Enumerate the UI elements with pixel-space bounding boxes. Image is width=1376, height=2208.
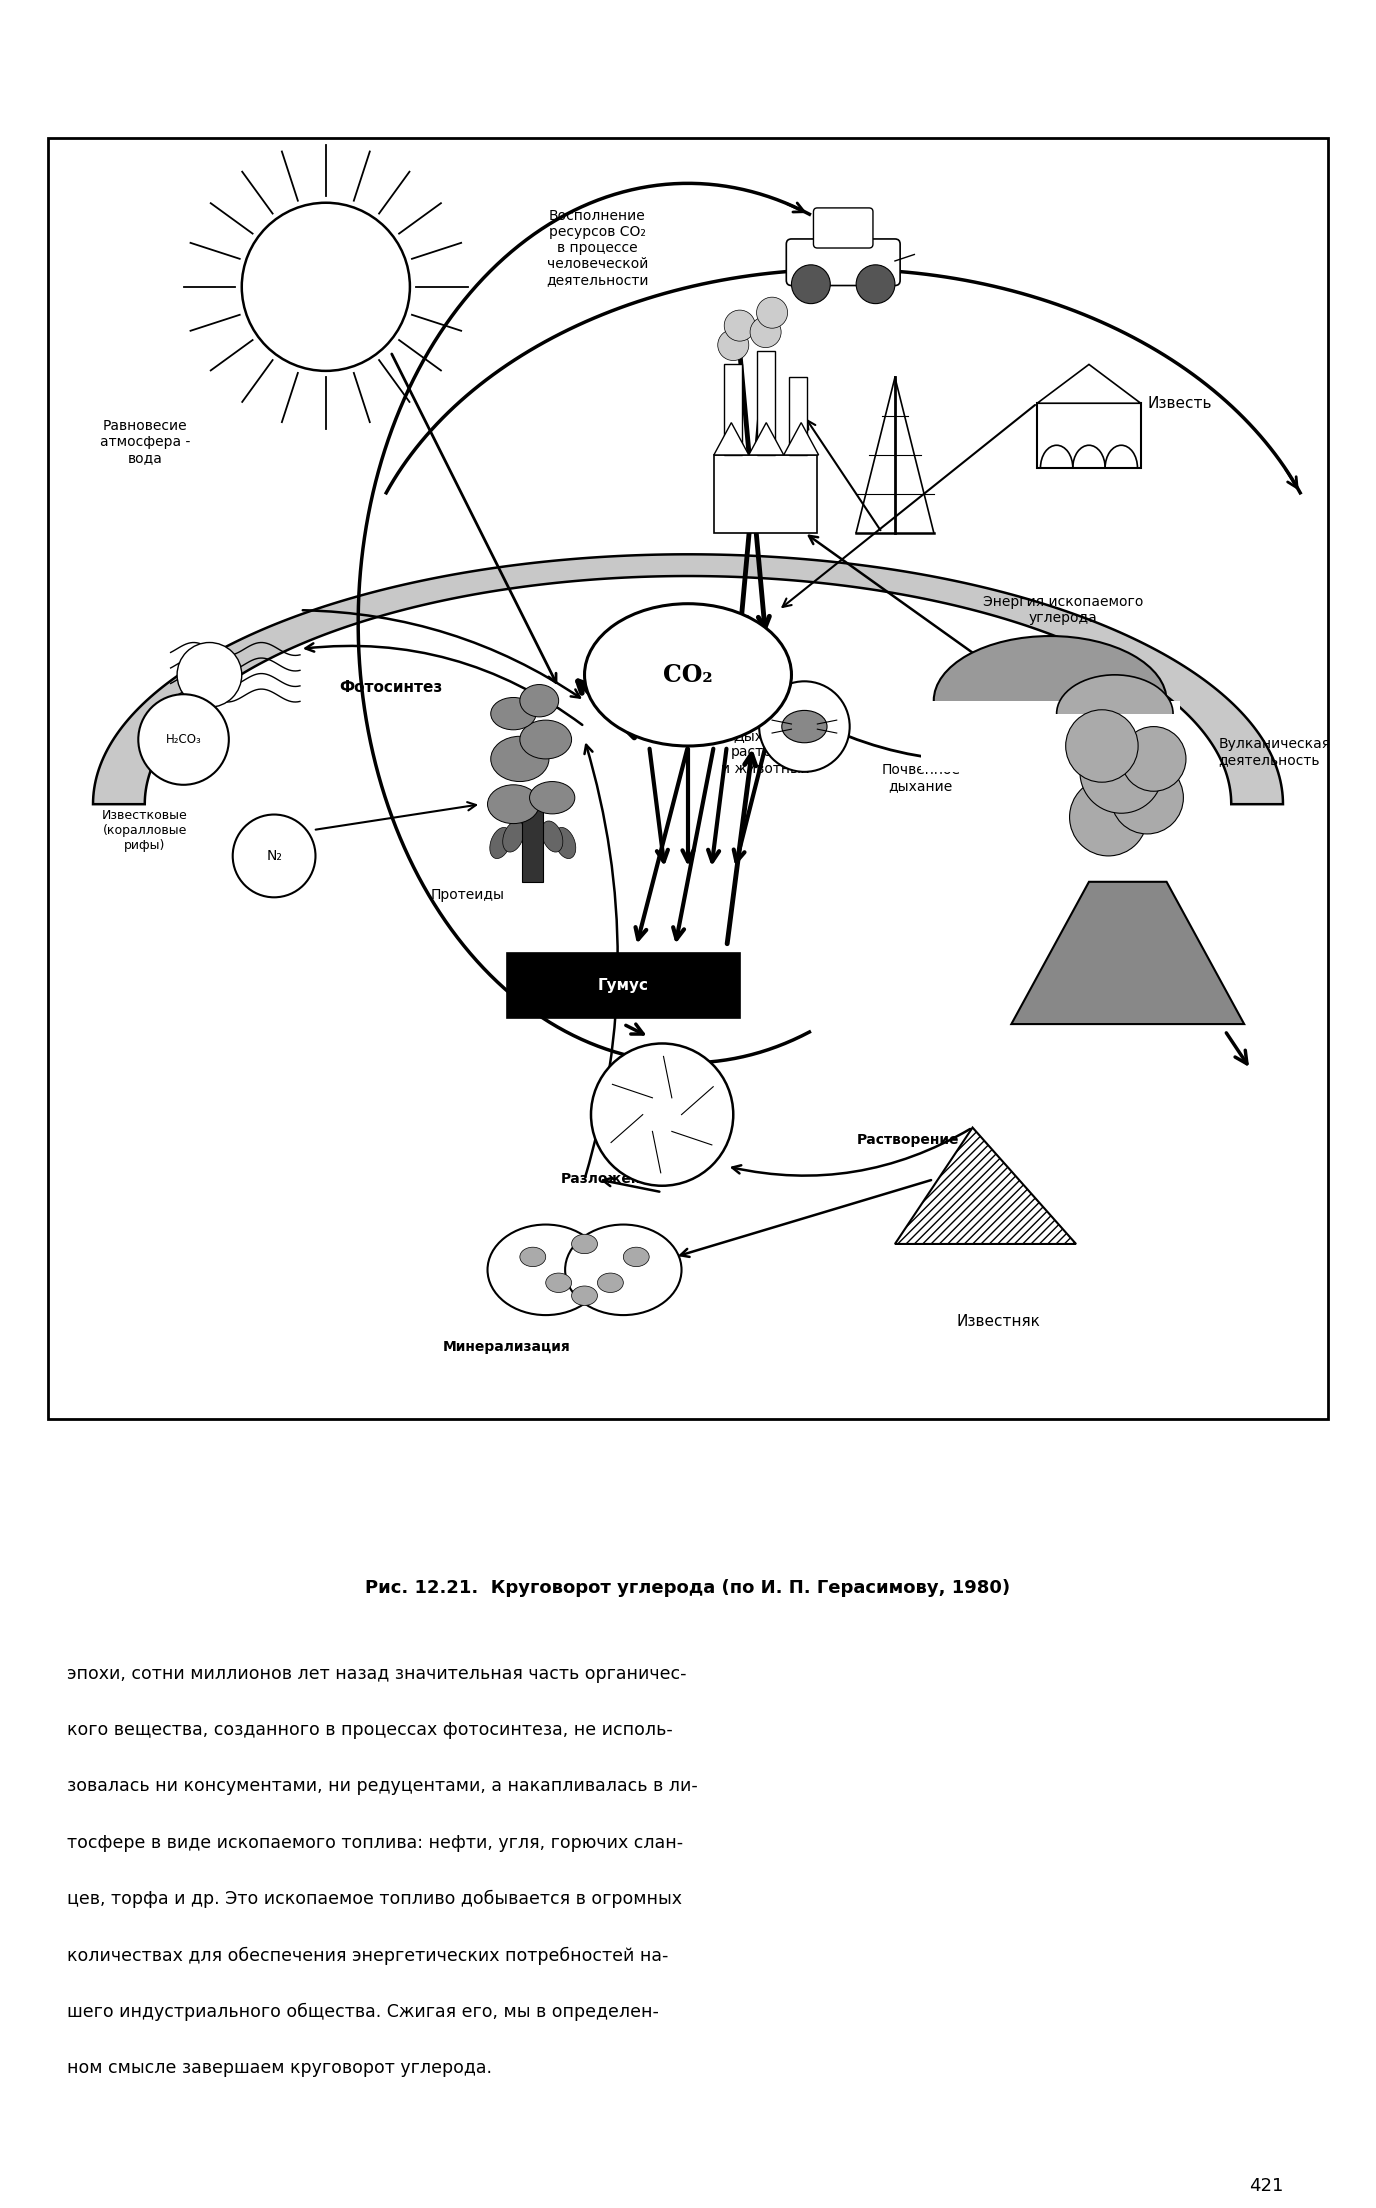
Circle shape: [856, 265, 894, 305]
Circle shape: [592, 1044, 733, 1186]
Ellipse shape: [597, 1274, 623, 1292]
Text: Энергия ископаемого
углерода: Энергия ископаемого углерода: [982, 596, 1143, 625]
Text: Разложение: Разложение: [560, 1172, 660, 1186]
Text: шего индустриального общества. Сжигая его, мы в определен-: шего индустриального общества. Сжигая ег…: [67, 2003, 659, 2020]
Text: Фотосинтез: Фотосинтез: [338, 680, 442, 696]
Polygon shape: [749, 422, 784, 455]
Bar: [714, 455, 817, 532]
Ellipse shape: [530, 782, 575, 815]
Circle shape: [757, 298, 787, 329]
Text: Равновесие
атмосфера -
вода: Равновесие атмосфера - вода: [99, 420, 190, 466]
Ellipse shape: [555, 828, 575, 859]
Circle shape: [178, 643, 242, 707]
Circle shape: [1110, 762, 1183, 835]
Ellipse shape: [782, 711, 827, 742]
Text: зовалась ни консументами, ни редуцентами, а накапливалась в ли-: зовалась ни консументами, ни редуцентами…: [67, 1777, 698, 1795]
Circle shape: [750, 316, 782, 347]
Text: Дыхание
растений
и животных: Дыхание растений и животных: [721, 729, 809, 775]
Text: ном смысле завершаем круговорот углерода.: ном смысле завершаем круговорот углерода…: [67, 2058, 493, 2078]
Text: кого вещества, созданного в процессах фотосинтеза, не исполь-: кого вещества, созданного в процессах фо…: [67, 1722, 673, 1740]
FancyBboxPatch shape: [786, 238, 900, 285]
Circle shape: [718, 329, 749, 360]
Text: 421: 421: [1248, 2177, 1282, 2195]
Text: тосфере в виде ископаемого топлива: нефти, угля, горючих слан-: тосфере в виде ископаемого топлива: нефт…: [67, 1833, 684, 1853]
Bar: [788, 378, 806, 455]
FancyBboxPatch shape: [813, 208, 872, 247]
Circle shape: [1080, 731, 1163, 813]
Bar: [921, 700, 1179, 773]
Text: Гумус: Гумус: [597, 978, 649, 994]
Ellipse shape: [934, 636, 1167, 766]
Circle shape: [760, 682, 849, 773]
Ellipse shape: [571, 1234, 597, 1254]
Ellipse shape: [623, 1248, 649, 1267]
Ellipse shape: [502, 821, 524, 852]
Text: Рис. 12.21.  Круговорот углерода (по И. П. Герасимову, 1980): Рис. 12.21. Круговорот углерода (по И. П…: [366, 1579, 1010, 1596]
Bar: [724, 364, 742, 455]
Bar: [523, 804, 544, 881]
Ellipse shape: [520, 720, 571, 760]
Text: CO₂: CO₂: [663, 662, 713, 687]
Ellipse shape: [585, 603, 791, 746]
Ellipse shape: [542, 821, 563, 852]
Text: Известковые
(коралловые
рифы): Известковые (коралловые рифы): [102, 808, 187, 852]
Ellipse shape: [546, 1274, 571, 1292]
Bar: [757, 351, 775, 455]
Text: цев, торфа и др. Это ископаемое топливо добывается в огромных: цев, торфа и др. Это ископаемое топливо …: [67, 1890, 682, 1908]
Ellipse shape: [491, 698, 537, 731]
Polygon shape: [714, 422, 749, 455]
Text: Известняк: Известняк: [956, 1314, 1040, 1329]
Text: эпохи, сотни миллионов лет назад значительная часть органичес-: эпохи, сотни миллионов лет назад значите…: [67, 1665, 687, 1682]
Circle shape: [791, 265, 830, 305]
Text: Минерализация: Минерализация: [443, 1340, 571, 1354]
Ellipse shape: [571, 1285, 597, 1305]
Text: Растворение: Растворение: [857, 1133, 959, 1148]
Polygon shape: [94, 554, 1282, 804]
Circle shape: [1065, 709, 1138, 782]
Ellipse shape: [491, 735, 549, 782]
Circle shape: [138, 693, 228, 784]
Circle shape: [1069, 777, 1148, 857]
Circle shape: [233, 815, 315, 896]
Circle shape: [1121, 726, 1186, 790]
Circle shape: [724, 309, 755, 342]
Ellipse shape: [520, 684, 559, 718]
Bar: [1038, 404, 1141, 468]
Text: Почвенное
дыхание: Почвенное дыхание: [881, 764, 960, 793]
Text: Восполнение
ресурсов CO₂
в процессе
человеческой
деятельности: Восполнение ресурсов CO₂ в процессе чело…: [546, 208, 648, 287]
Text: Известь: Известь: [1148, 395, 1212, 411]
Ellipse shape: [490, 828, 510, 859]
Text: количествах для обеспечения энергетических потребностей на-: количествах для обеспечения энергетическ…: [67, 1947, 669, 1965]
Ellipse shape: [487, 1225, 604, 1316]
Polygon shape: [894, 1128, 1076, 1243]
Ellipse shape: [520, 1248, 546, 1267]
Text: N₂: N₂: [266, 848, 282, 863]
Polygon shape: [1038, 364, 1141, 404]
Bar: [506, 954, 740, 1018]
Ellipse shape: [1057, 676, 1172, 753]
Text: Протеиды: Протеиды: [431, 888, 505, 901]
Bar: [1038, 713, 1179, 753]
Ellipse shape: [487, 784, 539, 824]
Polygon shape: [1011, 881, 1244, 1025]
Polygon shape: [784, 422, 819, 455]
Circle shape: [242, 203, 410, 371]
Text: Вулканическая
деятельность: Вулканическая деятельность: [1218, 737, 1331, 768]
Text: H₂CO₃: H₂CO₃: [165, 733, 201, 746]
Ellipse shape: [566, 1225, 681, 1316]
